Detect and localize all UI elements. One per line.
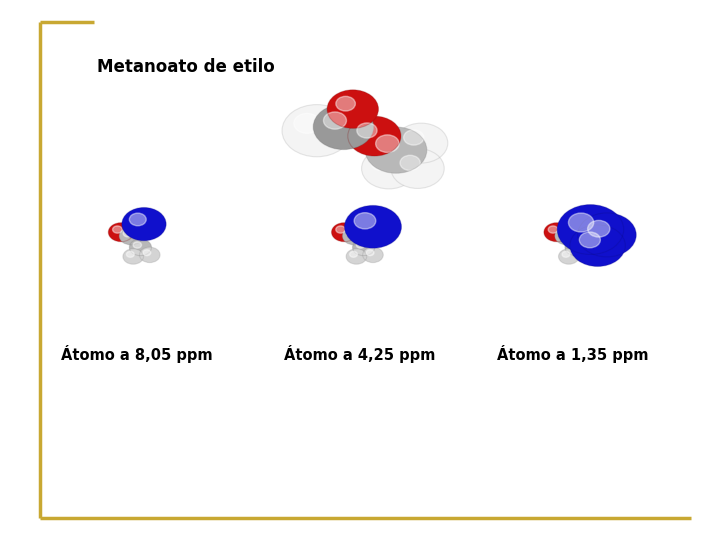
Circle shape: [348, 116, 401, 156]
Circle shape: [395, 123, 448, 163]
Circle shape: [570, 225, 626, 267]
Circle shape: [554, 227, 579, 245]
Circle shape: [323, 112, 346, 129]
Circle shape: [357, 123, 377, 138]
Circle shape: [548, 226, 558, 233]
Circle shape: [404, 130, 424, 145]
Circle shape: [336, 226, 346, 233]
Text: Metanoato de etilo: Metanoato de etilo: [97, 58, 275, 77]
Circle shape: [294, 113, 320, 133]
Circle shape: [108, 222, 134, 242]
Circle shape: [313, 104, 374, 150]
Circle shape: [579, 250, 586, 255]
Circle shape: [130, 239, 151, 255]
Text: Átomo a 1,35 ppm: Átomo a 1,35 ppm: [497, 345, 648, 363]
Circle shape: [350, 252, 357, 257]
Circle shape: [336, 96, 356, 111]
Circle shape: [331, 222, 357, 242]
Circle shape: [346, 230, 356, 237]
Circle shape: [143, 250, 150, 255]
Circle shape: [361, 148, 416, 189]
Circle shape: [371, 155, 392, 171]
Circle shape: [365, 127, 427, 173]
Circle shape: [120, 227, 143, 245]
Circle shape: [356, 242, 365, 248]
Circle shape: [363, 247, 383, 262]
Circle shape: [391, 148, 444, 188]
Circle shape: [354, 213, 376, 229]
Circle shape: [123, 230, 132, 237]
Circle shape: [112, 226, 122, 233]
Circle shape: [343, 227, 366, 245]
Circle shape: [123, 249, 143, 264]
Circle shape: [327, 90, 379, 129]
Circle shape: [366, 250, 374, 255]
Circle shape: [575, 247, 595, 262]
Circle shape: [376, 135, 399, 152]
Circle shape: [559, 249, 579, 264]
Circle shape: [588, 220, 610, 237]
Text: Átomo a 8,05 ppm: Átomo a 8,05 ppm: [61, 345, 212, 363]
Circle shape: [282, 105, 351, 157]
Circle shape: [569, 213, 594, 232]
Circle shape: [565, 239, 587, 255]
Circle shape: [580, 232, 600, 248]
Circle shape: [344, 205, 402, 248]
Circle shape: [122, 207, 166, 241]
Circle shape: [557, 205, 624, 254]
Circle shape: [400, 156, 420, 171]
Circle shape: [562, 252, 570, 257]
Circle shape: [130, 213, 146, 226]
Circle shape: [577, 213, 636, 257]
Circle shape: [140, 247, 160, 262]
Circle shape: [133, 242, 142, 248]
Circle shape: [346, 249, 366, 264]
Circle shape: [559, 230, 568, 237]
Circle shape: [569, 242, 577, 248]
Text: Átomo a 4,25 ppm: Átomo a 4,25 ppm: [284, 345, 436, 363]
Circle shape: [127, 252, 134, 257]
Circle shape: [353, 239, 374, 255]
Circle shape: [544, 222, 570, 242]
